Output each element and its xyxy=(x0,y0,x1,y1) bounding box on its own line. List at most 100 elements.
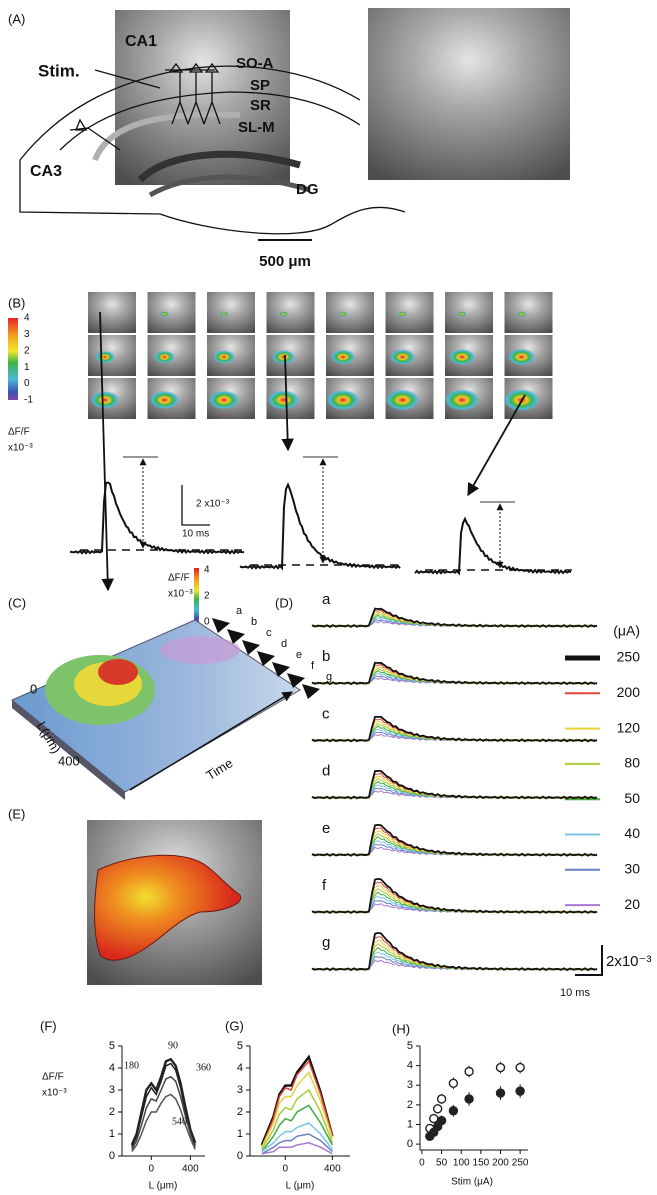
thumbnail xyxy=(267,292,315,333)
colorbar-tick-label: 0 xyxy=(204,617,210,628)
activity-blob xyxy=(91,391,120,409)
panel-label: (C) xyxy=(8,595,26,610)
activity-blob xyxy=(220,311,229,317)
thumbnail xyxy=(386,292,434,333)
region: SL-M xyxy=(238,119,275,136)
trace xyxy=(70,483,244,554)
thumbnail xyxy=(207,292,255,333)
scale-label: 2x10⁻³ xyxy=(606,953,651,970)
axis-label: ΔF/F xyxy=(8,427,30,438)
trace-label: a xyxy=(322,591,331,608)
panel-label: (B) xyxy=(8,295,25,310)
trace xyxy=(312,609,597,627)
thumbnail xyxy=(148,292,196,333)
trace xyxy=(312,879,597,913)
legend-label: 50 xyxy=(624,790,640,806)
activity-blob xyxy=(390,349,415,364)
trace xyxy=(312,944,597,970)
colorbar-tick-label: 2 xyxy=(204,591,210,602)
trace-label: g xyxy=(326,671,332,683)
colorbar-label: ΔF/F xyxy=(168,573,190,584)
panel-label: (G) xyxy=(225,1018,244,1033)
trace xyxy=(415,519,571,573)
trace xyxy=(312,665,597,685)
x-tick-label: 250 xyxy=(512,1158,529,1169)
thumbnail xyxy=(326,292,374,333)
trace xyxy=(312,889,597,913)
trace xyxy=(312,771,597,799)
trace xyxy=(312,828,597,856)
trace-marker xyxy=(212,618,230,633)
activity-blob xyxy=(95,351,115,363)
point xyxy=(430,1115,438,1123)
curve-label: 360 xyxy=(196,1062,211,1073)
scale-label: 2 x10⁻³ xyxy=(196,499,230,510)
trace xyxy=(312,882,597,913)
trace xyxy=(312,834,597,856)
point xyxy=(449,1079,457,1087)
y-tick-label: 3 xyxy=(109,1084,115,1096)
axis-label: Time xyxy=(203,755,235,783)
scale-label: 10 ms xyxy=(560,987,590,999)
trace xyxy=(312,719,597,741)
y-tick-label: 4 xyxy=(407,1060,413,1072)
y-tick-label: 5 xyxy=(237,1040,243,1052)
scale-label: 500 μm xyxy=(259,253,311,270)
thumbnail xyxy=(505,292,553,333)
activity-blob xyxy=(272,350,295,364)
y-tick-label: 5 xyxy=(407,1040,413,1052)
y-tick-label: 1 xyxy=(109,1128,115,1140)
colorbar-tick-label: 3 xyxy=(24,329,30,340)
panel-a: (A) CA1 Stim. SO-A SP SR SL-M CA3 DG 500… xyxy=(8,8,570,270)
panel-label: (A) xyxy=(8,11,25,26)
x-tick-label: 200 xyxy=(492,1158,509,1169)
thumbnail xyxy=(445,292,493,333)
trace-label: d xyxy=(281,638,287,650)
activity-blob xyxy=(385,390,419,411)
y-tick-label: 5 xyxy=(109,1040,115,1052)
trace-label: c xyxy=(322,705,330,722)
region: SR xyxy=(250,97,271,114)
region: DG xyxy=(296,181,319,198)
point xyxy=(465,1095,473,1103)
legend-label: 120 xyxy=(617,719,641,735)
activity-blob xyxy=(398,311,407,317)
colorbar-tick-label: 4 xyxy=(204,565,210,576)
point xyxy=(516,1087,524,1095)
panel-label: (E) xyxy=(8,806,25,821)
activity-blob xyxy=(508,349,535,366)
trace-marker xyxy=(302,684,320,699)
panel-label: (H) xyxy=(392,1021,410,1036)
trace xyxy=(312,773,597,798)
panel-c: (C) ΔF/F x10⁻³ 0 400 L(μm) Time xyxy=(8,568,300,800)
x-tick-label: 400 xyxy=(324,1164,341,1175)
legend-label: 200 xyxy=(617,684,641,700)
colorbar-tick-label: 0 xyxy=(24,378,30,389)
panel-e: (E) xyxy=(8,806,262,985)
trace-label: c xyxy=(266,627,272,639)
y-tick-label: 3 xyxy=(407,1079,413,1091)
trace-label: b xyxy=(251,616,257,628)
x-tick-label: 50 xyxy=(436,1158,448,1169)
y-tick-label: 2 xyxy=(407,1099,413,1111)
region: CA3 xyxy=(30,163,62,180)
activity-blob xyxy=(279,311,288,317)
trace-label: b xyxy=(322,648,330,665)
trace xyxy=(312,776,597,798)
activity-blob xyxy=(213,350,235,363)
legend-label: 40 xyxy=(624,825,640,841)
activity-blob xyxy=(160,311,169,317)
point xyxy=(497,1089,505,1097)
region: SP xyxy=(250,77,270,94)
trace xyxy=(312,663,597,684)
colorbar-tick-label: -1 xyxy=(24,395,33,406)
region: Stim. xyxy=(38,61,80,80)
thumbnail xyxy=(88,292,136,333)
axis-label: L (μm) xyxy=(149,1181,178,1192)
point xyxy=(438,1095,446,1103)
trace xyxy=(312,825,597,856)
legend-label: 30 xyxy=(624,861,640,877)
trace-label: f xyxy=(322,877,327,894)
y-tick-label: 1 xyxy=(237,1128,243,1140)
colorbar xyxy=(8,318,18,400)
